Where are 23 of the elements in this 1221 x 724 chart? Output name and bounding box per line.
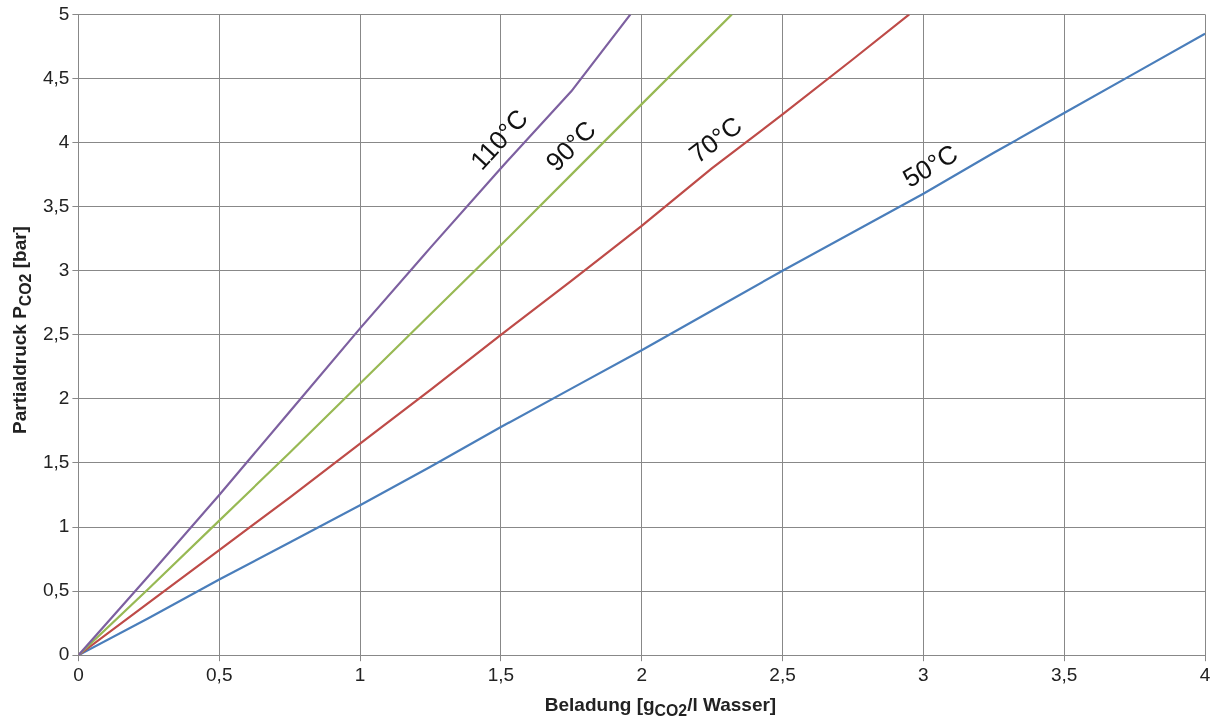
y-tick-label: 2 xyxy=(58,387,70,409)
y-tick-label: 2,5 xyxy=(42,323,70,345)
x-tick-label: 1,5 xyxy=(487,663,515,685)
y-tick-label: 4,5 xyxy=(42,66,70,88)
x-tick-label: 4 xyxy=(1199,663,1211,685)
y-tick-label: 1,5 xyxy=(42,451,70,473)
y-tick-label: 1 xyxy=(58,515,70,537)
y-tick-label: 3 xyxy=(58,258,70,280)
x-tick-label: 2 xyxy=(636,663,647,685)
x-tick-label: 0,5 xyxy=(206,663,233,685)
x-tick-label: 3,5 xyxy=(1050,663,1078,685)
x-axis-title: Beladung [g$_{CO2}$/l Wasser] xyxy=(543,694,778,720)
y-tick-label: 0,5 xyxy=(42,579,70,601)
y-tick-label: 5 xyxy=(58,2,70,24)
x-tick-label: 3 xyxy=(918,663,929,685)
x-tick-label: 1 xyxy=(354,663,366,685)
x-tick-label: 2,5 xyxy=(769,663,796,685)
x-tick-label: 0 xyxy=(73,663,84,685)
y-tick-label: 3,5 xyxy=(42,194,70,216)
y-tick-label: 0 xyxy=(58,643,70,665)
y-tick-label: 4 xyxy=(58,130,70,152)
text: 50°C xyxy=(897,138,963,194)
text: 70°C xyxy=(683,109,748,170)
